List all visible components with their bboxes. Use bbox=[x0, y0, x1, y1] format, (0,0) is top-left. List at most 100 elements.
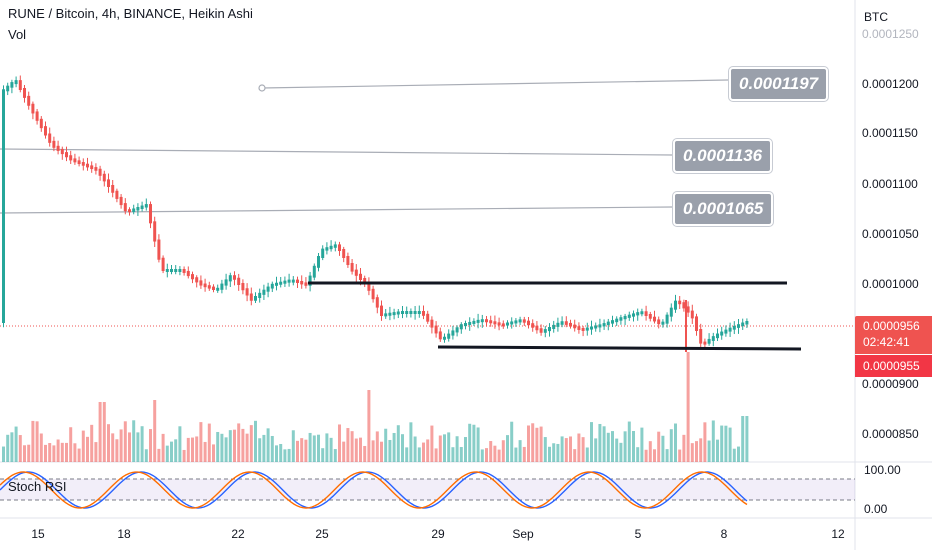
volume-bar bbox=[459, 447, 463, 462]
candle-body bbox=[90, 165, 94, 170]
volume-bar bbox=[119, 429, 123, 462]
candle-body bbox=[686, 306, 690, 313]
annotation-line-1[interactable] bbox=[261, 79, 729, 89]
volume-bar bbox=[497, 449, 501, 462]
candle-body bbox=[531, 323, 535, 328]
candle-body bbox=[216, 287, 220, 291]
volume-bar bbox=[615, 438, 619, 462]
candle-body bbox=[569, 322, 572, 327]
price-tick: 0.0001050 bbox=[862, 227, 919, 241]
candle-body bbox=[329, 245, 333, 250]
price-tick: 0.0001150 bbox=[862, 126, 918, 140]
volume-bar bbox=[144, 449, 148, 462]
volume-bar bbox=[501, 440, 505, 462]
time-tick: 15 bbox=[31, 527, 45, 541]
volume-bar bbox=[2, 446, 5, 462]
volume-bar bbox=[249, 425, 253, 462]
candle-body bbox=[522, 319, 526, 323]
volume-bar bbox=[590, 422, 593, 462]
candle-body bbox=[367, 282, 371, 291]
candle-body bbox=[195, 277, 199, 283]
time-axis[interactable]: 15 18 22 25 29 Sep 5 8 12 bbox=[31, 527, 845, 541]
volume-bar bbox=[359, 437, 362, 462]
price-tick: 0.0001000 bbox=[862, 277, 919, 291]
candle-body bbox=[149, 204, 152, 224]
candle-body bbox=[556, 322, 560, 327]
volume-bar bbox=[682, 434, 686, 462]
candle-body bbox=[632, 313, 635, 317]
symbol-title[interactable]: RUNE / Bitcoin, 4h, BINANCE, Heikin Ashi bbox=[8, 6, 253, 21]
volume-bar bbox=[228, 430, 232, 462]
candle-body bbox=[300, 281, 304, 285]
annotation-line-1-handle[interactable] bbox=[258, 84, 266, 92]
candle-body bbox=[23, 88, 26, 98]
volume-bar bbox=[745, 416, 749, 462]
candle-body bbox=[60, 148, 64, 155]
volume-bar bbox=[6, 434, 10, 462]
candle-body bbox=[144, 204, 148, 208]
annotation-label-1[interactable]: 0.0001197 bbox=[729, 67, 829, 101]
volume-bar bbox=[262, 434, 266, 462]
candle-body bbox=[228, 275, 232, 282]
volume-bar bbox=[115, 439, 119, 462]
candle-body bbox=[203, 283, 207, 288]
volume-bar bbox=[212, 444, 215, 462]
candle-body bbox=[371, 288, 375, 300]
annotation-line-3[interactable] bbox=[0, 206, 673, 214]
candle-body bbox=[527, 320, 530, 326]
volume-bar bbox=[585, 447, 589, 462]
support-line[interactable] bbox=[437, 345, 802, 351]
volume-bar bbox=[367, 390, 371, 462]
volume-bar bbox=[86, 436, 89, 462]
annotation-label-3[interactable]: 0.0001065 bbox=[673, 192, 774, 226]
volume-bar bbox=[170, 441, 173, 462]
time-tick: 22 bbox=[231, 527, 245, 541]
candle-body bbox=[237, 277, 241, 285]
volume-bar bbox=[703, 422, 707, 462]
volume-bar bbox=[690, 443, 694, 462]
price-axis[interactable]: 0.0001250 0.0001200 0.0001150 0.0001100 … bbox=[862, 27, 919, 516]
volume-bar bbox=[455, 436, 459, 462]
candle-body bbox=[392, 312, 396, 316]
time-tick: 25 bbox=[315, 527, 329, 541]
volume-bar bbox=[489, 441, 493, 462]
candle-body bbox=[518, 319, 522, 323]
candle-body bbox=[241, 283, 245, 291]
candle-body bbox=[724, 329, 728, 334]
candle-body bbox=[611, 320, 614, 324]
candle-body bbox=[266, 286, 270, 292]
candle-body bbox=[220, 283, 224, 290]
candle-body bbox=[590, 326, 593, 330]
volume-bar bbox=[342, 441, 346, 462]
stoch-rsi-title[interactable]: Stoch RSI bbox=[8, 479, 67, 494]
volume-bar bbox=[627, 421, 631, 462]
candle-body bbox=[31, 103, 35, 114]
volume-bar bbox=[81, 430, 85, 462]
candle-body bbox=[627, 314, 631, 318]
candle-body bbox=[690, 310, 694, 319]
volume-bar bbox=[606, 432, 610, 462]
volume-bar bbox=[493, 445, 497, 462]
volume-label[interactable]: Vol bbox=[8, 27, 27, 42]
candle-body bbox=[489, 320, 493, 324]
annotation-label-2[interactable]: 0.0001136 bbox=[673, 139, 773, 173]
volume-bar bbox=[653, 449, 656, 462]
volume-bar bbox=[506, 435, 509, 462]
volume-bar bbox=[199, 422, 203, 462]
candle-body bbox=[44, 126, 47, 136]
candle-body bbox=[77, 160, 81, 165]
candle-body bbox=[720, 331, 724, 336]
volume-bar bbox=[695, 441, 698, 462]
candle-body bbox=[52, 140, 56, 148]
volume-bar bbox=[35, 421, 39, 462]
annotation-line-2[interactable] bbox=[0, 148, 673, 156]
candle-body bbox=[212, 286, 215, 290]
candle-body bbox=[317, 256, 320, 268]
volume-bar bbox=[338, 424, 341, 462]
volume-bar bbox=[556, 443, 560, 462]
volume-bar bbox=[325, 433, 329, 462]
volume-bar bbox=[123, 421, 127, 462]
candle-body bbox=[451, 330, 455, 336]
volume-bar bbox=[178, 426, 182, 462]
